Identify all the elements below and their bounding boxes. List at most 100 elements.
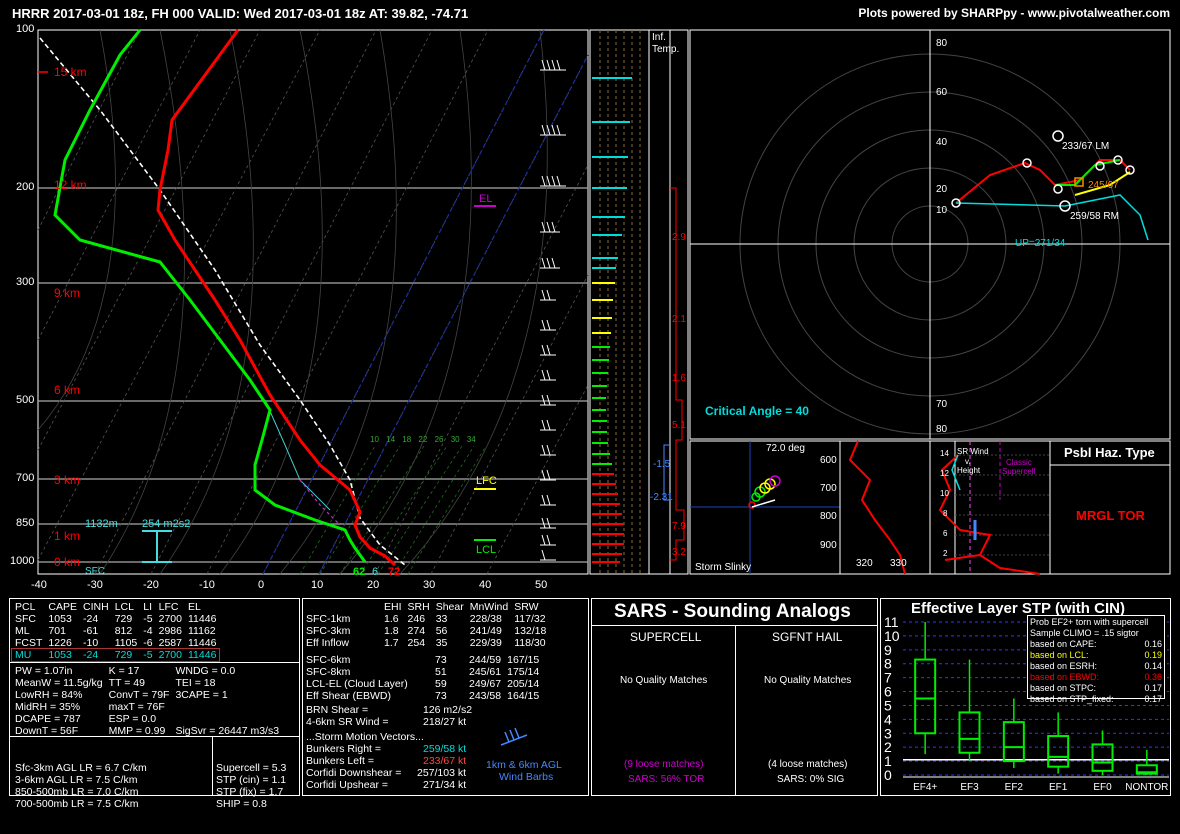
indices-table: PW = 1.07in K = 17 WNDG = 0.0 MeanW = 11.5… — [15, 665, 280, 737]
t-tick-1: -30 — [87, 579, 103, 591]
inf-val-3: 5.1 — [672, 420, 686, 431]
critical-angle: Critical Angle = 40 — [705, 404, 809, 418]
inf-val-4: 7.9 — [672, 521, 686, 532]
stp-box-4 — [1091, 743, 1114, 772]
bunkers-left-value: 233/67 kt — [423, 755, 467, 767]
stp-ytick-3: 3 — [884, 725, 892, 741]
srwind-tick-10: 10 — [940, 489, 949, 498]
t-tick-0: -40 — [31, 579, 47, 591]
hodo-ring-60: 60 — [936, 87, 948, 98]
lfc-label: LFC — [476, 475, 497, 487]
wind-barb-icon — [500, 727, 528, 746]
sfc-wb: 6 — [372, 566, 379, 578]
h-0km: 0 km — [54, 555, 81, 569]
slinky-angle: 72.0 deg — [766, 443, 805, 454]
dewpoint-trace — [53, 29, 367, 563]
upper-panels — [37, 29, 1171, 575]
inf-temp-bars — [592, 77, 632, 563]
hazard-title: Psbl Haz. Type — [1064, 445, 1155, 460]
inf-label: Inf. — [652, 32, 666, 43]
mixing-ratio-labels: 10 14 18 22 26 30 34 — [370, 435, 476, 444]
t-tick-7: 30 — [423, 579, 436, 591]
stp-category-4: EF0 — [1093, 782, 1112, 793]
mean-label: 245/67 — [1088, 180, 1119, 191]
slinky-lvl-2: 800 — [820, 511, 837, 522]
kinematics-table: EHI SRH Shear MnWind SRW SFC-1km 1.6 246 33 228/… — [306, 601, 547, 649]
stp-ytick-4: 4 — [884, 711, 892, 727]
h-6km: 6 km — [54, 383, 81, 397]
srwind-tick-6: 6 — [943, 529, 948, 538]
stp-box-1 — [958, 711, 981, 754]
h-3km: 3 km — [54, 473, 81, 487]
p-100: 100 — [16, 23, 35, 35]
sars-supercell: SUPERCELL — [630, 630, 702, 644]
barbs-label-2: Wind Barbs — [499, 771, 554, 783]
temperature-trace — [156, 29, 397, 567]
rm-label: 259/58 RM — [1070, 211, 1119, 222]
pbl-height: 1132m — [85, 518, 118, 530]
stp-ytick-10: 10 — [884, 628, 900, 644]
sars-loose1: (9 loose matches) — [624, 759, 704, 770]
t-tick-2: -20 — [143, 579, 159, 591]
sars-hail: SGFNT HAIL — [772, 630, 843, 644]
parcel-trace — [39, 37, 406, 566]
p-300: 300 — [16, 276, 35, 288]
hazard-frame — [1049, 440, 1171, 575]
header-credit: Plots powered by SHARPpy - www.pivotalwe… — [858, 6, 1170, 20]
sars-nq2: No Quality Matches — [764, 675, 852, 686]
composite-params: Supercell = 5.3 STP (cin) = 1.1 STP (fix) … — [216, 762, 287, 810]
stp-row-stpc: based on STPC: 0.17 — [1030, 683, 1162, 693]
h-1km: 1 km — [54, 529, 81, 543]
stp-box-title2: Sample CLIMO = .15 sigtor — [1030, 628, 1139, 638]
stp-ytick-6: 6 — [884, 684, 892, 700]
barbs-label-1: 1km & 6km AGL — [486, 759, 562, 771]
hodo-ring-80: 80 — [936, 38, 948, 49]
slinky-lvl-3: 900 — [820, 540, 837, 551]
slinky-lvl-1: 700 — [820, 483, 837, 494]
p-500: 500 — [16, 394, 35, 406]
sfc-t: 72 — [388, 566, 401, 578]
stp-ytick-11: 11 — [884, 614, 899, 630]
t-tick-3: -10 — [199, 579, 215, 591]
sars-sig: SARS: 0% SIG — [777, 774, 845, 785]
corfidi-down-label: Corfidi Downshear = — [306, 767, 402, 779]
t-tick-9: 50 — [535, 579, 548, 591]
srwind-tick-2: 2 — [943, 549, 948, 558]
stp-row-stpfixed: based on STP_fixed: 0.17 — [1030, 694, 1162, 704]
p-1000: 1000 — [10, 555, 35, 567]
srwind-classic: Classic — [1006, 458, 1032, 467]
temp-label: Temp. — [652, 44, 680, 55]
stp-ytick-5: 5 — [884, 697, 892, 713]
stp-prob-box: Prob EF2+ torn with supercell Sample CLI… — [1027, 615, 1165, 704]
stp-row-esrh: based on ESRH: 0.14 — [1030, 661, 1162, 671]
srw-label: 4-6km SR Wind = — [306, 716, 389, 728]
corfidi-up-label: Corfidi Upshear = — [306, 779, 388, 791]
hodo-ring-40: 40 — [936, 137, 948, 148]
stp-row-ebwd: based on EBWD: 0.36 — [1030, 672, 1162, 682]
wetbulb-trace — [264, 399, 331, 511]
srwind-sub2: Height — [957, 466, 981, 475]
h-15km: 15 km — [54, 65, 87, 79]
inf-val-1: 2.1 — [672, 314, 686, 325]
brn-value: 126 m2/s2 — [423, 704, 473, 716]
lapse-rates: Sfc-3km AGL LR = 6.7 C/km 3-6km AGL LR = … — [15, 762, 147, 810]
srwind-tick-12: 12 — [940, 469, 949, 478]
hodo-ring-70b: 70 — [936, 399, 948, 410]
thermo-panel: PCL CAPE CINH LCL LI LFC EL SFC 1053 -24 729 -5 270… — [9, 598, 300, 810]
inf-neg-0: -1.5 — [653, 459, 671, 470]
hodo-trace-upper — [955, 194, 1149, 241]
sars-tor: SARS: 56% TOR — [628, 774, 705, 785]
sars-title: SARS - Sounding Analogs — [614, 601, 851, 622]
sars-panel: SARS - Sounding Analogs SUPERCELL SGFNT … — [591, 598, 878, 796]
stp-box-3 — [1047, 735, 1070, 768]
skewt-frame — [37, 29, 589, 575]
srwind-sub1: v. — [965, 457, 971, 466]
t-tick-4: 0 — [258, 579, 265, 591]
sfc-label: SFC — [85, 566, 105, 577]
stp-ytick-0: 0 — [884, 767, 892, 783]
stp-ytick-1: 1 — [884, 753, 892, 769]
lcl-label: LCL — [476, 544, 497, 556]
upshear-label: UP=271/34 — [1015, 238, 1066, 249]
stp-ytick-7: 7 — [884, 670, 892, 686]
